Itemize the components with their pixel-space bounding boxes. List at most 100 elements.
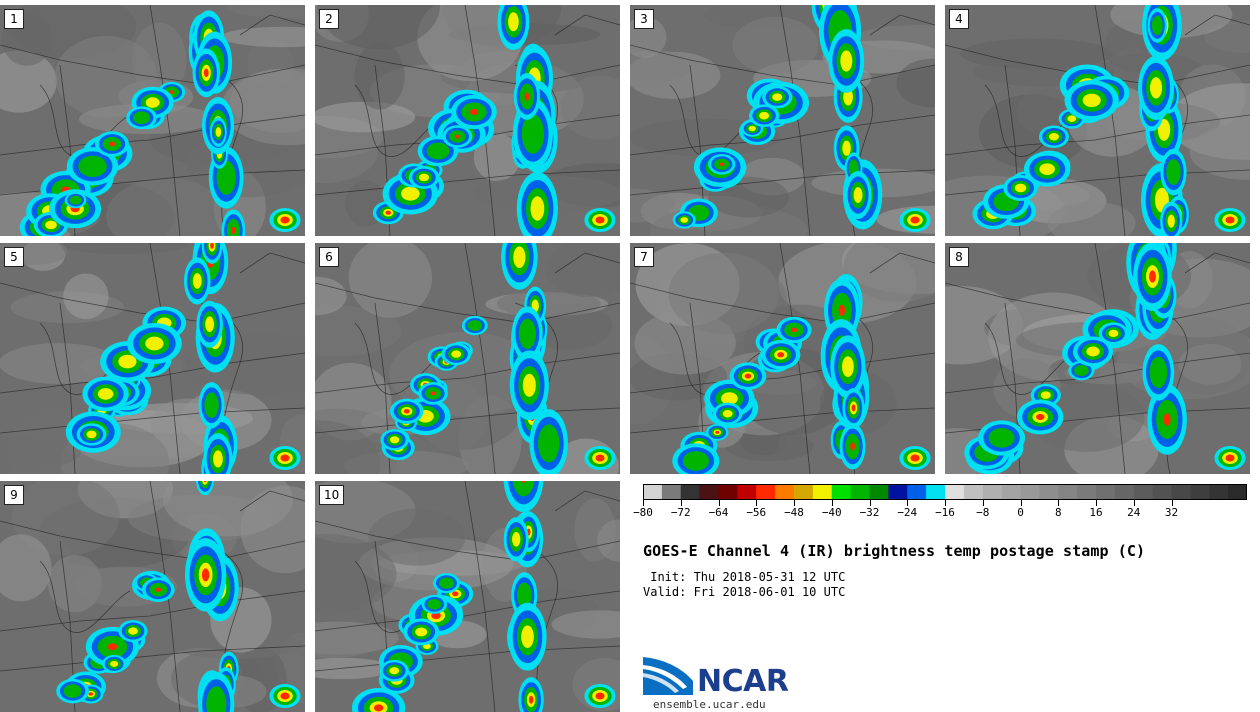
panel-number: 1 (4, 9, 24, 29)
colorbar-segment (1039, 484, 1059, 500)
colorbar-tick (907, 500, 909, 506)
colorbar-tick-label: −16 (935, 506, 955, 519)
colorbar-tick-label: −64 (708, 506, 729, 519)
colorbar-tick-label: −8 (976, 506, 990, 519)
colorbar-segment (945, 484, 965, 500)
forecast-panel-6: 6 (315, 243, 620, 474)
colorbar-tick (1171, 500, 1173, 506)
colorbar-segment (1228, 484, 1247, 500)
colorbar-tick (756, 500, 758, 506)
panel-number: 3 (634, 9, 654, 29)
colorbar-segment (963, 484, 984, 500)
ncar-logo (643, 657, 693, 695)
colorbar-segment (643, 484, 663, 500)
colorbar-segment (661, 484, 682, 500)
colorbar-segment (1190, 484, 1210, 500)
colorbar-segment (680, 484, 701, 500)
colorbar-tick-label: 24 (1127, 506, 1141, 519)
forecast-panel-2: 2 (315, 5, 620, 236)
colorbar-tick-label: −48 (784, 506, 804, 519)
colorbar-segment (888, 484, 908, 500)
ir-map (945, 5, 1250, 236)
colorbar-tick (869, 500, 871, 506)
colorbar-segment (869, 484, 889, 500)
colorbar-tick (831, 500, 833, 506)
colorbar-segment (1171, 484, 1191, 500)
colorbar-segment (737, 484, 757, 500)
colorbar-tick-label: 8 (1054, 506, 1062, 519)
forecast-panel-10: 10 (315, 481, 620, 712)
colorbar-segment (1058, 484, 1078, 500)
colorbar-tick (1133, 500, 1135, 506)
ir-map (315, 243, 620, 474)
colorbar-tick (680, 500, 682, 506)
colorbar-tick (643, 500, 644, 506)
colorbar-segment (926, 484, 946, 500)
panel-number: 6 (319, 247, 339, 267)
forecast-panel-1: 1 (0, 5, 305, 236)
colorbar-segment (1209, 484, 1229, 500)
init-time: Init: Thu 2018-05-31 12 UTC (643, 570, 846, 584)
colorbar-segment (1077, 484, 1097, 500)
colorbar-segment (1001, 484, 1021, 500)
colorbar-segment (756, 484, 776, 500)
colorbar-tick-label: 16 (1089, 506, 1103, 519)
colorbar-segment (1096, 484, 1116, 500)
colorbar-segment (1114, 484, 1135, 500)
colorbar-tick-label: −40 (821, 506, 842, 519)
ncar-logo-text: NCAR (697, 664, 789, 699)
colorbar-tick (1096, 500, 1097, 506)
colorbar-segment (699, 484, 719, 500)
ir-map (0, 5, 305, 236)
colorbar-tick (1058, 500, 1060, 506)
colorbar-tick-label: 32 (1164, 506, 1179, 519)
colorbar-tick-label: −80 (633, 506, 653, 519)
ir-map (315, 481, 620, 712)
panel-number: 2 (319, 9, 339, 29)
forecast-panel-4: 4 (945, 5, 1250, 236)
forecast-panel-3: 3 (630, 5, 935, 236)
colorbar-tick (982, 500, 984, 506)
forecast-panel-5: 5 (0, 243, 305, 474)
colorbar-tick-label: −32 (859, 506, 880, 519)
forecast-panel-7: 7 (630, 243, 935, 474)
figure-title: GOES-E Channel 4 (IR) brightness temp po… (643, 542, 1146, 560)
forecast-panel-9: 9 (0, 481, 305, 712)
ir-map (945, 243, 1250, 474)
colorbar-ticks: −80 −72 −64 −56 −48 −40 −32 −24 −16 −8 0 8 16 24 32 (633, 500, 1253, 520)
colorbar-tick (718, 500, 720, 506)
colorbar-segment (1020, 484, 1040, 500)
colorbar-tick-label: −72 (670, 506, 691, 519)
panel-number: 10 (319, 485, 345, 505)
ir-map (0, 243, 305, 474)
colorbar-segment (850, 484, 870, 500)
temperature-colorbar (643, 484, 1247, 500)
colorbar-segment (812, 484, 833, 500)
colorbar-tick-label: −56 (746, 506, 767, 519)
colorbar-segment (982, 484, 1003, 500)
colorbar-segment (1133, 484, 1154, 500)
panel-number: 8 (949, 247, 969, 267)
forecast-panel-8: 8 (945, 243, 1250, 474)
colorbar-segment (831, 484, 852, 500)
colorbar-segment (1152, 484, 1172, 500)
colorbar-tick (1020, 500, 1022, 506)
colorbar-tick-label: 0 (1017, 506, 1024, 519)
ir-map (630, 5, 935, 236)
colorbar-segment (775, 484, 795, 500)
colorbar-tick (945, 500, 946, 506)
colorbar-tick (794, 500, 795, 506)
valid-time: Valid: Fri 2018-06-01 10 UTC (643, 585, 846, 599)
panel-number: 4 (949, 9, 969, 29)
panel-number: 5 (4, 247, 24, 267)
ir-map (315, 5, 620, 236)
colorbar-segment (907, 484, 927, 500)
panel-number: 7 (634, 247, 654, 267)
panel-number: 9 (4, 485, 24, 505)
colorbar-segment (794, 484, 814, 500)
colorbar-tick-label: −24 (897, 506, 918, 519)
ir-map (0, 481, 305, 712)
site-url: ensemble.ucar.edu (653, 698, 766, 711)
ir-map (630, 243, 935, 474)
colorbar-segment (718, 484, 738, 500)
